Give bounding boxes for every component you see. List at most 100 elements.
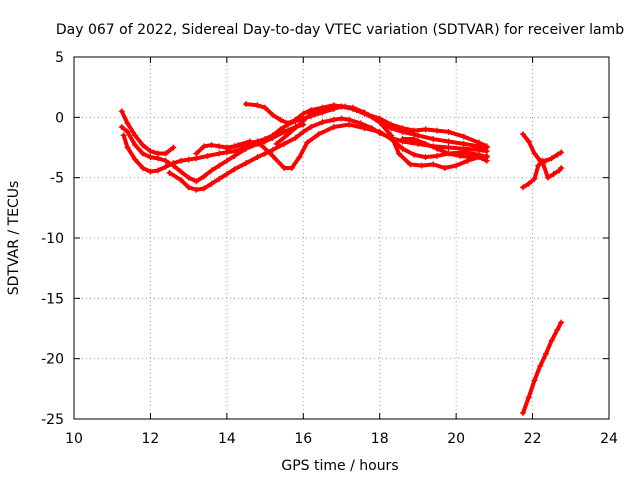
data-point bbox=[330, 123, 337, 130]
data-point bbox=[132, 142, 139, 149]
data-point bbox=[315, 131, 322, 138]
data-point bbox=[456, 152, 463, 159]
data-point bbox=[170, 144, 177, 151]
data-series bbox=[118, 101, 565, 416]
series-trail bbox=[521, 132, 564, 163]
data-point bbox=[147, 154, 154, 161]
data-point bbox=[483, 143, 490, 150]
y-axis-label: SDTVAR / TECUs bbox=[6, 181, 22, 296]
data-point bbox=[242, 101, 249, 108]
data-point bbox=[376, 119, 383, 126]
data-point bbox=[193, 150, 200, 157]
data-point bbox=[124, 128, 131, 135]
data-point bbox=[483, 152, 490, 159]
data-point bbox=[307, 110, 314, 117]
data-point bbox=[185, 184, 192, 191]
x-tick-label: 20 bbox=[447, 431, 465, 447]
data-point bbox=[399, 136, 406, 143]
data-point bbox=[476, 139, 483, 146]
data-point bbox=[531, 377, 538, 384]
data-point bbox=[319, 107, 326, 114]
data-point bbox=[542, 350, 549, 357]
data-point bbox=[162, 163, 169, 170]
data-point bbox=[346, 121, 353, 128]
data-point bbox=[178, 168, 184, 175]
data-point bbox=[479, 154, 486, 161]
data-point bbox=[269, 111, 276, 118]
data-point bbox=[558, 165, 565, 172]
data-point bbox=[262, 104, 269, 111]
x-axis-label: GPS time / hours bbox=[281, 458, 398, 474]
data-point bbox=[124, 144, 131, 151]
data-point bbox=[319, 119, 326, 126]
data-point bbox=[411, 151, 418, 158]
data-point bbox=[155, 167, 162, 174]
data-point bbox=[388, 132, 395, 139]
data-point bbox=[300, 110, 307, 117]
data-point bbox=[539, 157, 546, 164]
y-axis: 5 0 -5 -10 -15 -20 -25 bbox=[41, 50, 609, 428]
data-point bbox=[531, 175, 538, 182]
series-s9 bbox=[399, 136, 490, 161]
x-tick-label: 10 bbox=[65, 431, 83, 447]
data-point bbox=[525, 138, 532, 145]
data-point bbox=[460, 149, 467, 156]
data-point bbox=[520, 184, 527, 191]
data-point bbox=[520, 131, 527, 138]
y-tick-label: -25 bbox=[41, 412, 64, 428]
x-tick-label: 14 bbox=[218, 431, 236, 447]
y-tick-label: -5 bbox=[50, 171, 64, 187]
data-point bbox=[411, 127, 418, 134]
data-point bbox=[399, 125, 406, 132]
data-point bbox=[430, 136, 437, 143]
y-tick-label: -10 bbox=[41, 231, 64, 247]
data-point bbox=[445, 138, 452, 145]
data-point bbox=[520, 409, 527, 416]
x-tick-label: 24 bbox=[600, 431, 618, 447]
data-point bbox=[422, 126, 429, 133]
data-point bbox=[208, 180, 215, 187]
data-point bbox=[204, 152, 211, 159]
data-point bbox=[434, 152, 441, 159]
data-point bbox=[254, 102, 261, 109]
data-point bbox=[193, 186, 200, 193]
data-point bbox=[200, 143, 207, 150]
data-point bbox=[147, 168, 154, 175]
data-point bbox=[422, 140, 429, 147]
data-point bbox=[422, 154, 429, 161]
data-point bbox=[544, 174, 551, 181]
data-point bbox=[338, 115, 345, 122]
data-point bbox=[262, 136, 269, 143]
data-point bbox=[147, 148, 154, 155]
data-point bbox=[216, 175, 223, 182]
data-point bbox=[178, 157, 184, 164]
x-tick-label: 18 bbox=[371, 431, 389, 447]
data-point bbox=[269, 146, 276, 153]
data-point bbox=[139, 142, 146, 149]
data-point bbox=[525, 394, 532, 401]
data-point bbox=[445, 150, 452, 157]
chart-title: Day 067 of 2022, Sidereal Day-to-day VTE… bbox=[56, 22, 624, 38]
data-point bbox=[166, 169, 173, 176]
data-point bbox=[460, 140, 467, 147]
data-point bbox=[281, 140, 288, 147]
series-trail bbox=[274, 104, 489, 171]
data-point bbox=[376, 128, 383, 135]
data-point bbox=[118, 108, 125, 115]
data-point bbox=[554, 326, 561, 333]
data-point bbox=[269, 152, 276, 159]
data-point bbox=[281, 165, 288, 172]
data-point bbox=[296, 121, 303, 128]
series-s7 bbox=[223, 121, 490, 172]
data-point bbox=[353, 107, 360, 114]
data-point bbox=[453, 162, 460, 169]
data-point bbox=[281, 128, 288, 135]
data-point bbox=[208, 142, 215, 149]
x-tick-label: 12 bbox=[142, 431, 160, 447]
data-point bbox=[139, 165, 146, 172]
data-point bbox=[525, 180, 532, 187]
data-point bbox=[558, 149, 565, 156]
data-point bbox=[292, 134, 299, 141]
data-point bbox=[118, 123, 125, 130]
